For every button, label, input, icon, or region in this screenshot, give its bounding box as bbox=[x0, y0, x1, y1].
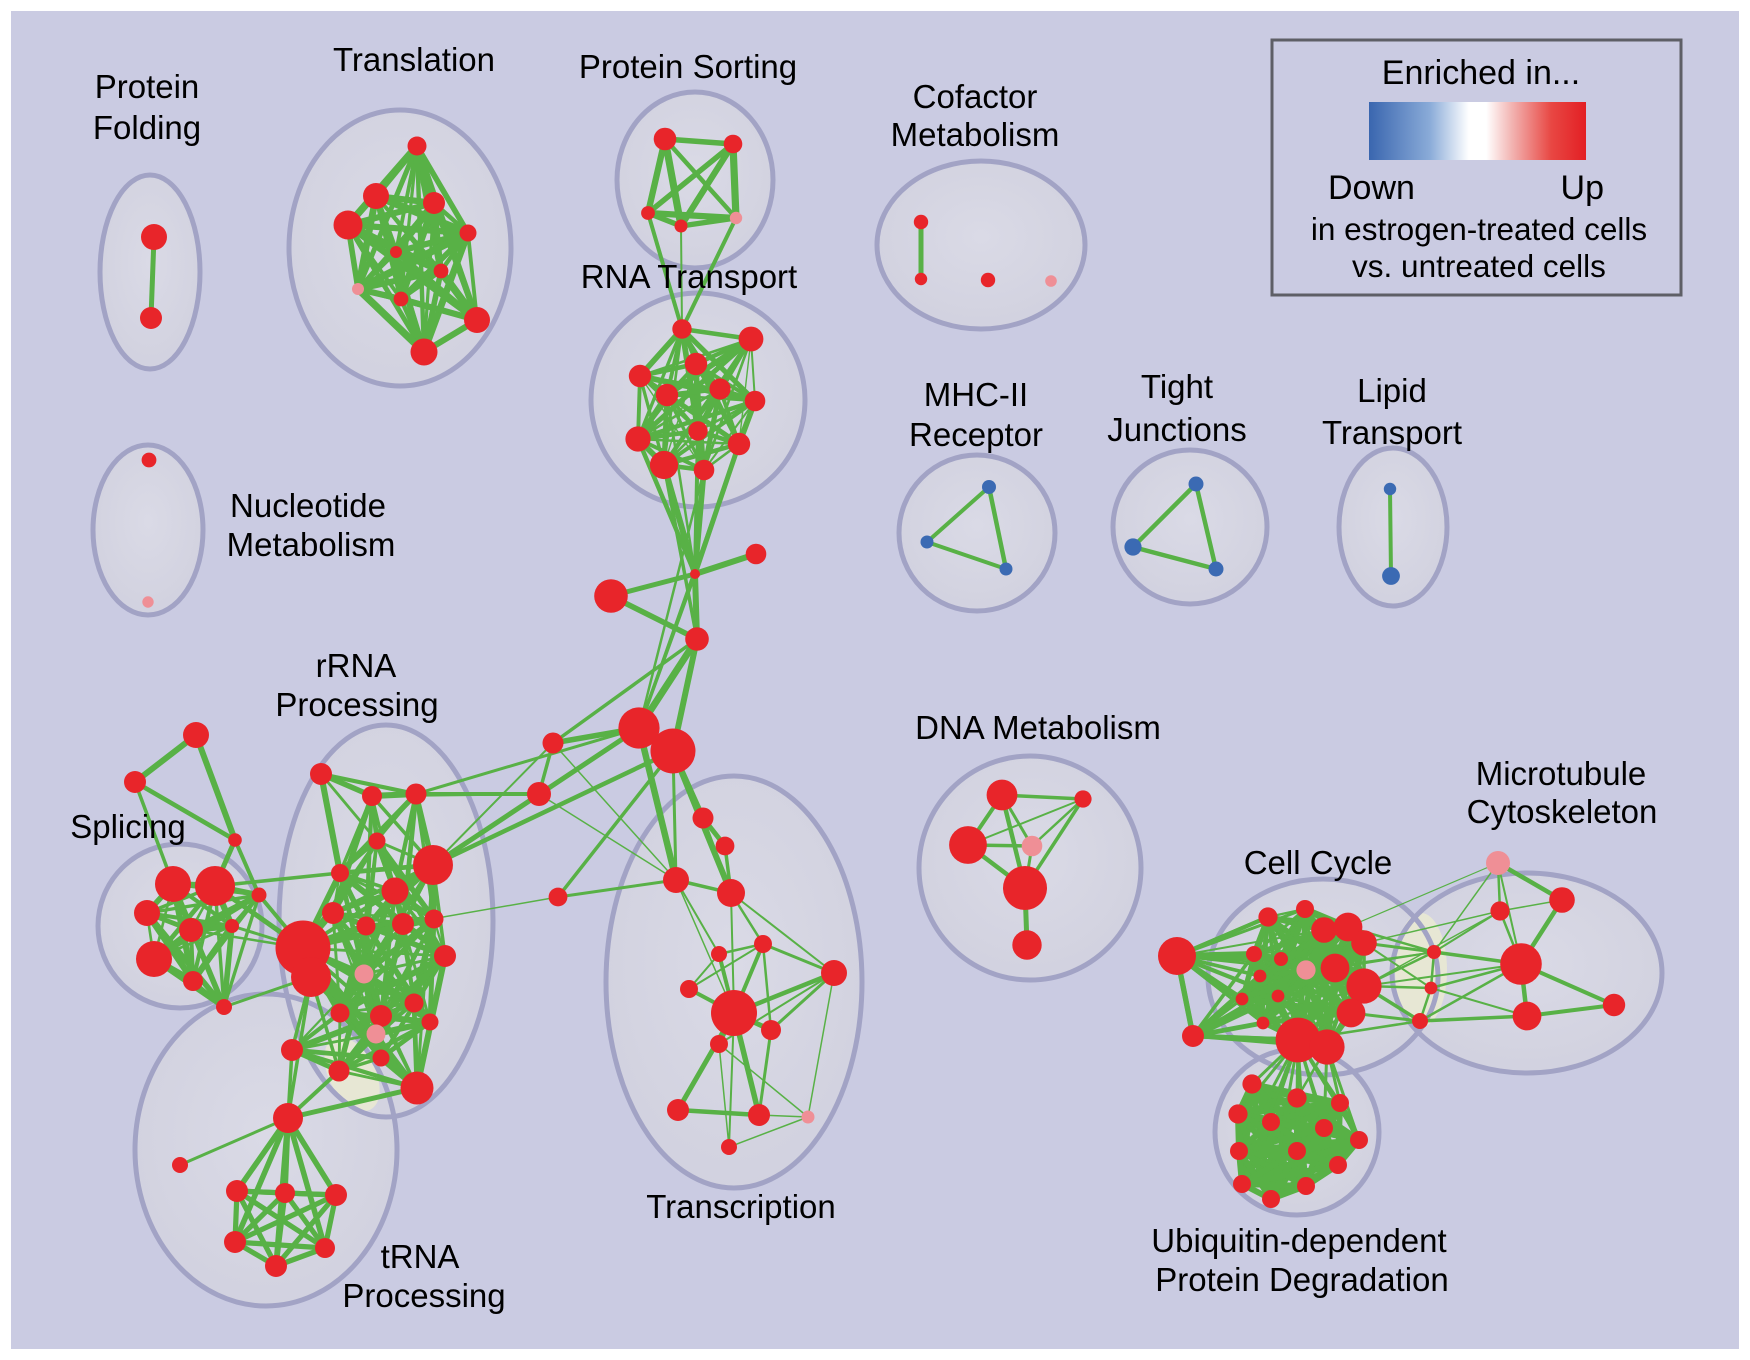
svg-text:Lipid: Lipid bbox=[1357, 372, 1427, 409]
svg-text:Microtubule: Microtubule bbox=[1476, 755, 1647, 792]
svg-text:in estrogen-treated cells: in estrogen-treated cells bbox=[1311, 211, 1647, 247]
svg-text:Enriched in...: Enriched in... bbox=[1382, 54, 1580, 92]
svg-text:DNA Metabolism: DNA Metabolism bbox=[915, 709, 1161, 746]
svg-text:Ubiquitin-dependent: Ubiquitin-dependent bbox=[1151, 1222, 1446, 1259]
svg-text:RNA Transport: RNA Transport bbox=[581, 258, 797, 295]
svg-text:vs. untreated cells: vs. untreated cells bbox=[1352, 248, 1606, 284]
svg-text:Transport: Transport bbox=[1322, 414, 1462, 451]
svg-text:Nucleotide: Nucleotide bbox=[230, 487, 386, 524]
svg-text:Metabolism: Metabolism bbox=[227, 526, 396, 563]
svg-text:Folding: Folding bbox=[93, 109, 201, 146]
svg-text:Processing: Processing bbox=[342, 1277, 505, 1314]
svg-text:Protein Degradation: Protein Degradation bbox=[1155, 1261, 1449, 1298]
svg-text:Metabolism: Metabolism bbox=[891, 116, 1060, 153]
svg-text:tRNA: tRNA bbox=[381, 1238, 460, 1275]
svg-text:Tight: Tight bbox=[1141, 368, 1213, 405]
svg-text:MHC-II: MHC-II bbox=[924, 376, 1028, 413]
svg-text:Translation: Translation bbox=[333, 41, 495, 78]
svg-text:Receptor: Receptor bbox=[909, 416, 1043, 453]
svg-text:Cell Cycle: Cell Cycle bbox=[1244, 844, 1393, 881]
svg-text:Cofactor: Cofactor bbox=[913, 78, 1038, 115]
svg-text:Junctions: Junctions bbox=[1107, 411, 1246, 448]
svg-text:rRNA: rRNA bbox=[316, 647, 397, 684]
svg-text:Protein: Protein bbox=[95, 68, 200, 105]
svg-text:Up: Up bbox=[1561, 169, 1604, 207]
svg-text:Protein Sorting: Protein Sorting bbox=[579, 48, 797, 85]
svg-text:Transcription: Transcription bbox=[646, 1188, 836, 1225]
svg-text:Down: Down bbox=[1328, 169, 1415, 207]
svg-text:Processing: Processing bbox=[275, 686, 438, 723]
svg-text:Cytoskeleton: Cytoskeleton bbox=[1467, 793, 1658, 830]
svg-text:Splicing: Splicing bbox=[70, 808, 186, 845]
